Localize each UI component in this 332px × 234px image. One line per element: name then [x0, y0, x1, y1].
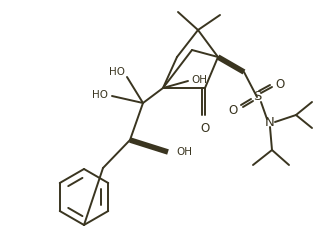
Text: HO: HO	[109, 67, 125, 77]
Text: N: N	[265, 116, 275, 128]
Text: O: O	[229, 103, 238, 117]
Text: O: O	[201, 121, 209, 135]
Text: OH: OH	[191, 75, 207, 85]
Text: OH: OH	[176, 147, 192, 157]
Text: O: O	[275, 77, 284, 91]
Text: HO: HO	[92, 90, 108, 100]
Text: S: S	[253, 91, 261, 103]
